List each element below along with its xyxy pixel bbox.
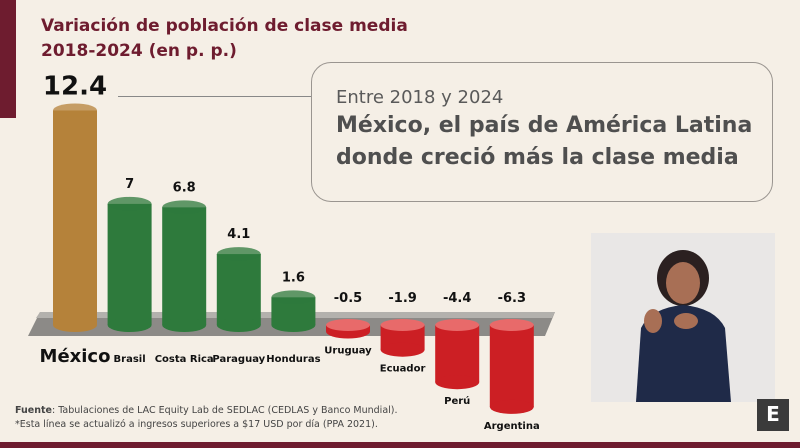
value-label: 1.6 (282, 270, 305, 285)
bar-honduras: 1.6 Honduras (266, 270, 320, 365)
bar-body (162, 207, 207, 325)
bar-cap (53, 103, 97, 118)
bar-base (162, 318, 207, 332)
bar-brasil: 7 Brasil (107, 177, 152, 365)
bar-body (107, 203, 152, 325)
bar-cap (107, 196, 152, 211)
interpreter-figure (636, 250, 731, 402)
value-label: 4.1 (227, 227, 250, 242)
bar-argentina: -6.3 Argentina (484, 291, 540, 432)
bar-cap (489, 319, 534, 331)
category-label: México (40, 346, 111, 367)
value-label: 7 (125, 177, 134, 192)
callout-headline: México, el país de América Latina donde … (336, 110, 772, 174)
category-label: Brasil (114, 354, 146, 365)
category-label: Argentina (484, 421, 540, 432)
bar-base (271, 318, 316, 332)
category-label: Paraguay (212, 354, 265, 365)
leader-line (118, 96, 311, 97)
bar-base (216, 318, 261, 332)
value-label: 6.8 (173, 180, 196, 195)
category-label: Perú (444, 395, 470, 407)
value-label: -4.4 (443, 291, 471, 306)
value-label: 12.4 (43, 71, 107, 101)
bar-cap (271, 290, 316, 305)
bar-ecuador: -1.9 Ecuador (380, 291, 426, 375)
bar-base (107, 318, 152, 332)
bar-bottom (380, 342, 425, 357)
bar-body (489, 325, 534, 407)
bar-méxico: 12.4 México (40, 71, 111, 367)
bottom-accent-bar (0, 442, 800, 448)
value-label: -6.3 (498, 291, 526, 306)
left-accent-strip (0, 0, 16, 118)
source-note: Fuente: Tabulaciones de LAC Equity Lab d… (15, 404, 398, 432)
channel-logo: E (757, 399, 789, 431)
bar-body (435, 325, 480, 383)
source-label: Fuente (15, 405, 52, 416)
source-text: : Tabulaciones de LAC Equity Lab de SEDL… (51, 405, 398, 416)
headline-line-1: México, el país de América Latina (336, 113, 753, 138)
bar-costa-rica: 6.8 Costa Rica (155, 180, 214, 365)
bar-uruguay: -0.5 Uruguay (324, 291, 372, 357)
logo-letter: E (766, 402, 780, 426)
footnote: *Esta línea se actualizó a ingresos supe… (15, 419, 378, 430)
category-label: Uruguay (324, 346, 372, 357)
value-label: -0.5 (334, 291, 362, 306)
bar-cap (326, 319, 370, 331)
bar-cap (380, 319, 425, 331)
category-label: Costa Rica (155, 354, 214, 365)
subtitle-line: 2018-2024 (en p. p.) (41, 41, 237, 61)
bar-bottom (489, 399, 534, 414)
chart-title: Variación de población de clase media 20… (41, 14, 408, 64)
title-line: Variación de población de clase media (41, 16, 408, 36)
bar-body (53, 110, 97, 325)
bar-body (216, 254, 261, 325)
bar-bottom (435, 375, 480, 390)
category-label: Ecuador (380, 364, 426, 375)
bar-cap (435, 319, 480, 331)
bar-base (53, 318, 97, 332)
category-label: Honduras (266, 354, 320, 365)
bar-cap (216, 247, 261, 262)
value-label: -1.9 (388, 291, 416, 306)
headline-line-2: donde creció más la clase media (336, 145, 739, 170)
bar-paraguay: 4.1 Paraguay (212, 227, 265, 365)
bar-perú: -4.4 Perú (435, 291, 480, 407)
callout-box: Entre 2018 y 2024 México, el país de Amé… (311, 62, 773, 202)
sign-language-interpreter-video (591, 233, 775, 402)
callout-subtitle: Entre 2018 y 2024 (336, 87, 504, 108)
bar-cap (162, 200, 207, 215)
